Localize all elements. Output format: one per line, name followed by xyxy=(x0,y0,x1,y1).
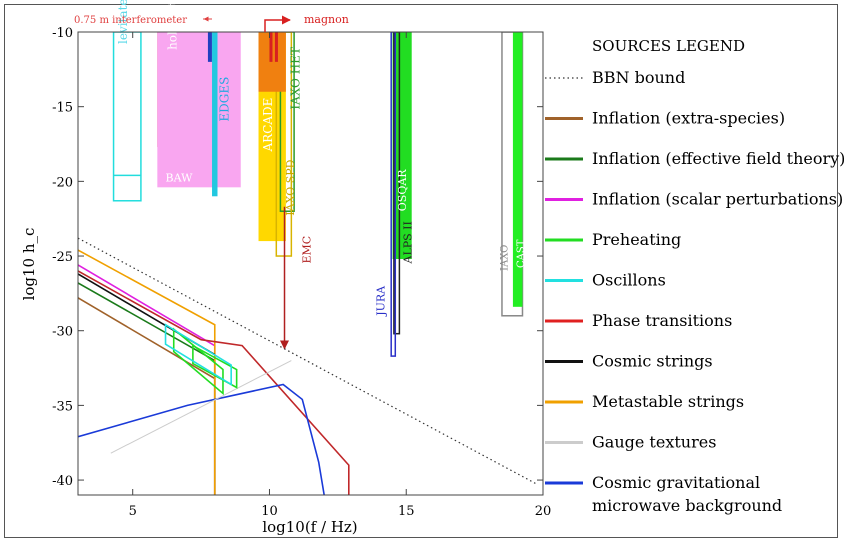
curve-metastable-strings xyxy=(78,249,216,495)
detector-magnon-bar-0 xyxy=(269,32,273,62)
legend-label: Inflation (scalar perturbations) xyxy=(592,190,843,209)
detector-levitated-sensors xyxy=(112,32,142,202)
bbn-bound-line xyxy=(78,237,538,486)
x-tick-label: 15 xyxy=(398,504,415,519)
plot-area xyxy=(77,31,544,496)
y-tick-label: -15 xyxy=(52,101,73,116)
preheating-region-1 xyxy=(192,344,238,389)
x-tick-label: 20 xyxy=(535,504,552,519)
legend-title: SOURCES LEGEND xyxy=(592,37,745,55)
detector-arcade-label: ARCADE xyxy=(261,98,275,153)
y-tick-label: -10 xyxy=(52,26,73,41)
y-axis-label: log10 h_c xyxy=(20,228,38,301)
annotation-magnon: magnon xyxy=(304,13,349,26)
y-tick-label: -35 xyxy=(52,399,73,414)
legend-label-line2: microwave background xyxy=(592,496,782,515)
oscillons-region xyxy=(164,323,232,386)
y-tick-label: -40 xyxy=(52,474,73,489)
detector-edges xyxy=(212,32,218,197)
y-tick-label: -25 xyxy=(52,250,73,265)
detector-iaxo-het xyxy=(279,32,295,212)
legend-label: Cosmic gravitational xyxy=(592,473,760,492)
detector-iaxo-spd-label: IAXO SPD xyxy=(284,159,297,215)
detector-iaxo-het-label: IAXO HET xyxy=(289,47,303,110)
detector-emc-label: EMC xyxy=(301,236,314,264)
detector-cast xyxy=(512,32,523,307)
legend-label: Gauge textures xyxy=(592,433,716,452)
x-tick-label: 5 xyxy=(129,504,137,519)
legend-label: Inflation (effective field theory) xyxy=(592,149,844,168)
y-tick-label: -30 xyxy=(52,325,73,340)
legend-label: Oscillons xyxy=(592,271,666,290)
curve-cosmic-gravitational-microwave-background xyxy=(78,383,325,495)
figure-frame xyxy=(4,4,838,538)
legend-label: Phase transitions xyxy=(592,311,732,330)
detector-baw-label: BAW xyxy=(166,171,194,184)
legend-label: BBN bound xyxy=(592,68,685,87)
detector-osqar-label: OSQAR xyxy=(396,169,409,212)
detector-magnon-bar-1 xyxy=(274,32,278,62)
detector-holometer-label: holometer xyxy=(165,0,179,50)
detector-cast-label: CAST xyxy=(516,239,527,268)
preheating-region-0 xyxy=(172,327,224,396)
detector-edges-label: EDGES xyxy=(217,77,231,122)
detector-baw xyxy=(157,32,241,188)
detector-jura-label: JURA xyxy=(374,285,387,317)
x-axis-label: log10(f / Hz) xyxy=(262,518,357,536)
detector-alps-ii xyxy=(393,32,401,335)
legend-label: Cosmic strings xyxy=(592,352,713,371)
annotation-interferometer: 0.75 m interferometer xyxy=(74,15,187,26)
y-tick-label: -20 xyxy=(52,175,73,190)
legend-label: Preheating xyxy=(592,230,681,249)
detector-jura xyxy=(390,32,397,357)
curve-inflation-scalar-perturbations- xyxy=(78,264,216,495)
detector-osqar xyxy=(392,32,412,260)
x-tick-label: 10 xyxy=(261,504,278,519)
curve-phase-transitions xyxy=(78,270,350,495)
legend-label: Inflation (extra-species) xyxy=(592,109,785,128)
curve-gauge-textures xyxy=(110,360,292,454)
curve-inflation-extra-species- xyxy=(78,297,216,495)
annotation-magnon-arrow xyxy=(264,15,291,32)
detector-alps-ii-label: ALPS II xyxy=(402,221,415,264)
legend-label: Metastable strings xyxy=(592,392,744,411)
detector-edges-top xyxy=(207,32,212,62)
detector-levitated-sensors-label: levitated sensors xyxy=(116,0,130,44)
detector-iaxo-label: IAXO xyxy=(499,245,510,271)
